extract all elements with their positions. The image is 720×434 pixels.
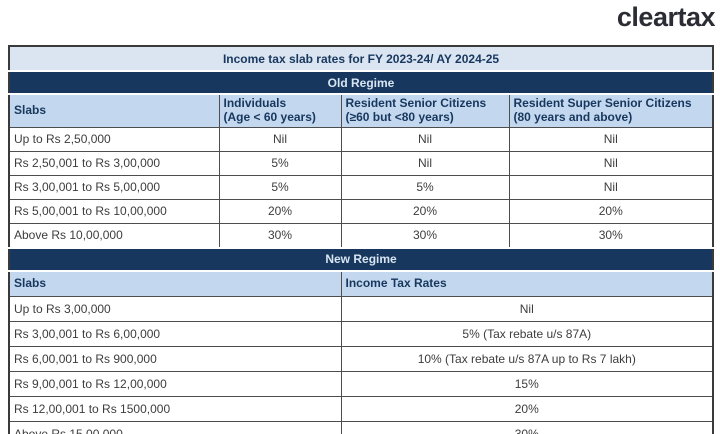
- table-title-row: Income tax slab rates for FY 2023-24/ AY…: [8, 45, 714, 72]
- new-regime-section-bar: New Regime: [8, 246, 714, 272]
- slab-cell: Rs 12,00,001 to Rs 1500,000: [8, 395, 342, 422]
- rate-cell: Nil: [340, 126, 510, 152]
- new-regime-row: Rs 12,00,001 to Rs 1500,000 20%: [8, 395, 714, 422]
- table-title: Income tax slab rates for FY 2023-24/ AY…: [8, 45, 714, 72]
- rate-cell: 30%: [340, 420, 714, 434]
- rate-cell: 20%: [218, 198, 342, 224]
- slab-cell: Up to Rs 3,00,000: [8, 295, 342, 322]
- new-regime-label: New Regime: [8, 246, 714, 272]
- slab-cell: Above Rs 10,00,000: [8, 222, 220, 249]
- old-regime-row: Rs 5,00,001 to Rs 10,00,000 20% 20% 20%: [8, 198, 714, 224]
- rate-cell: Nil: [508, 150, 714, 176]
- old-header-individuals: Individuals (Age < 60 years): [218, 93, 342, 128]
- rate-cell: 15%: [340, 370, 714, 397]
- rate-cell: 20%: [508, 198, 714, 224]
- slab-cell: Rs 5,00,001 to Rs 10,00,000: [8, 198, 220, 224]
- new-regime-row: Rs 3,00,001 to Rs 6,00,000 5% (Tax rebat…: [8, 320, 714, 347]
- rate-cell: 20%: [340, 395, 714, 422]
- new-header-income-tax-rates: Income Tax Rates: [340, 270, 714, 297]
- rate-cell: Nil: [218, 126, 342, 152]
- rate-cell: 5% (Tax rebate u/s 87A): [340, 320, 714, 347]
- slab-cell: Rs 9,00,001 to Rs 12,00,000: [8, 370, 342, 397]
- rate-cell: 5%: [340, 174, 510, 200]
- rate-cell: 20%: [340, 198, 510, 224]
- old-regime-row: Rs 2,50,001 to Rs 3,00,000 5% Nil Nil: [8, 150, 714, 176]
- new-regime-row: Rs 6,00,001 to Rs 900,000 10% (Tax rebat…: [8, 345, 714, 372]
- slab-cell: Rs 3,00,001 to Rs 6,00,000: [8, 320, 342, 347]
- old-regime-row: Up to Rs 2,50,000 Nil Nil Nil: [8, 126, 714, 152]
- rate-cell: 30%: [218, 222, 342, 249]
- old-regime-row: Rs 3,00,001 to Rs 5,00,000 5% 5% Nil: [8, 174, 714, 200]
- slab-cell: Above Rs 15,00,000: [8, 420, 342, 434]
- tax-slab-table: Income tax slab rates for FY 2023-24/ AY…: [8, 45, 715, 434]
- slab-cell: Up to Rs 2,50,000: [8, 126, 220, 152]
- new-regime-row: Rs 9,00,001 to Rs 12,00,000 15%: [8, 370, 714, 397]
- old-regime-row: Above Rs 10,00,000 30% 30% 30%: [8, 222, 714, 249]
- slab-cell: Rs 2,50,001 to Rs 3,00,000: [8, 150, 220, 176]
- rate-cell: Nil: [340, 150, 510, 176]
- rate-cell: 5%: [218, 150, 342, 176]
- new-header-slabs: Slabs: [8, 270, 342, 297]
- old-header-senior-citizens: Resident Senior Citizens (≥60 but <80 ye…: [340, 93, 510, 128]
- slab-cell: Rs 6,00,001 to Rs 900,000: [8, 345, 342, 372]
- new-regime-row: Up to Rs 3,00,000 Nil: [8, 295, 714, 322]
- rate-cell: 30%: [340, 222, 510, 249]
- rate-cell: Nil: [340, 295, 714, 322]
- old-regime-header-row: Slabs Individuals (Age < 60 years) Resid…: [8, 93, 714, 128]
- old-regime-label: Old Regime: [8, 70, 714, 95]
- rate-cell: Nil: [508, 126, 714, 152]
- new-regime-row: Above Rs 15,00,000 30%: [8, 420, 714, 434]
- new-regime-header-row: Slabs Income Tax Rates: [8, 270, 714, 297]
- rate-cell: Nil: [508, 174, 714, 200]
- old-header-super-senior-citizens: Resident Super Senior Citizens (80 years…: [508, 93, 714, 128]
- cleartax-logo: cleartax: [616, 2, 716, 32]
- rate-cell: 30%: [508, 222, 714, 249]
- old-regime-section-bar: Old Regime: [8, 70, 714, 95]
- rate-cell: 10% (Tax rebate u/s 87A up to Rs 7 lakh): [340, 345, 714, 372]
- slab-cell: Rs 3,00,001 to Rs 5,00,000: [8, 174, 220, 200]
- old-header-slabs: Slabs: [8, 93, 220, 128]
- rate-cell: 5%: [218, 174, 342, 200]
